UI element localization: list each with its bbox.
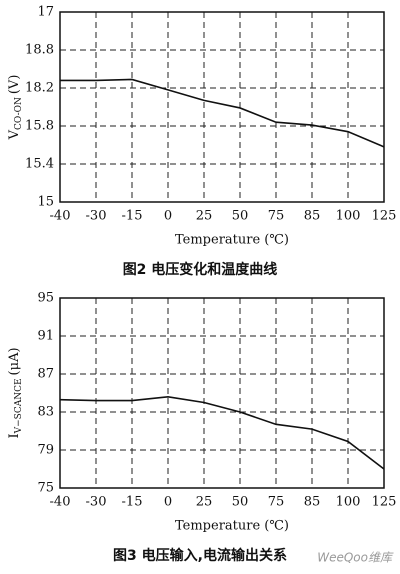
y-label-sub: V−SCANCE <box>14 378 24 434</box>
plot-frame <box>59 11 385 203</box>
x-tick-label: 85 <box>304 495 321 510</box>
y-label-sub: CO-ON <box>14 97 24 130</box>
y-tick-label: 15 <box>37 195 54 210</box>
data-line <box>60 78 385 148</box>
watermark: WeeQoo维库 <box>317 551 394 565</box>
x-tick-label: 0 <box>164 495 172 510</box>
y-axis-label: VCO-ON (V) <box>7 75 24 141</box>
x-tick-label: 0 <box>164 209 172 224</box>
y-label-unit: (μA) <box>7 347 22 375</box>
caption: 图3 电压输入,电流输出关系 <box>113 547 287 564</box>
y-tick-label: 91 <box>37 329 54 344</box>
x-tick-label: 100 <box>336 209 361 224</box>
y-tick-label: 79 <box>37 443 54 458</box>
data-line <box>59 395 385 470</box>
x-tick-label: -40 <box>50 209 71 224</box>
y-tick-label: 18.2 <box>25 81 54 96</box>
y-tick-label: 18.8 <box>25 43 54 58</box>
y-label-main: V <box>7 129 22 140</box>
x-axis-label: Temperature (℃) <box>175 233 289 248</box>
x-tick-label: -30 <box>86 209 107 224</box>
x-tick-label: 50 <box>232 495 249 510</box>
x-tick-label: 75 <box>268 495 285 510</box>
x-tick-label: 25 <box>196 209 213 224</box>
x-tick-label: 85 <box>304 209 321 224</box>
y-tick-label: 83 <box>37 405 54 420</box>
caption: 图2 电压变化和温度曲线 <box>123 261 278 278</box>
y-label-main: I <box>7 433 22 438</box>
x-tick-label: 100 <box>336 495 361 510</box>
x-tick-label: -15 <box>122 209 143 224</box>
x-tick-label: 75 <box>268 209 285 224</box>
y-tick-label: 17 <box>37 5 54 20</box>
y-tick-label: 87 <box>37 367 54 382</box>
x-tick-label: 25 <box>196 495 213 510</box>
x-tick-label: 125 <box>372 495 397 510</box>
y-label-unit: (V) <box>7 75 22 95</box>
x-axis-label: Temperature (℃) <box>175 519 289 534</box>
x-tick-label: 125 <box>372 209 397 224</box>
y-axis-label: IV−SCANCE (μA) <box>7 347 24 438</box>
x-tick-label: -15 <box>122 495 143 510</box>
y-tick-label: 75 <box>37 481 54 496</box>
y-tick-label: 15.4 <box>25 157 54 172</box>
x-tick-label: 50 <box>232 209 249 224</box>
y-tick-label: 15.8 <box>25 119 54 134</box>
x-tick-label: -30 <box>86 495 107 510</box>
x-tick-label: -40 <box>50 495 71 510</box>
y-tick-label: 95 <box>37 291 54 306</box>
plot-frame <box>59 297 385 489</box>
